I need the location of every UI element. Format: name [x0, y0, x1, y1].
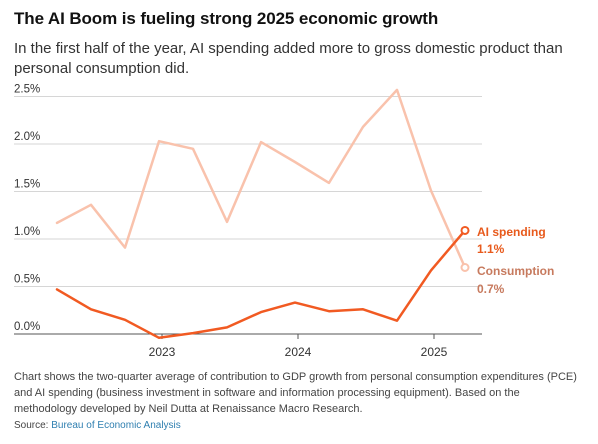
chart-subtitle: In the first half of the year, AI spendi…	[14, 40, 563, 77]
end-marker-ai-spending	[460, 225, 470, 235]
y-tick-label: 1.0%	[14, 226, 40, 238]
y-tick-label: 0.5%	[14, 274, 40, 286]
series-line-ai-spending	[55, 229, 467, 340]
x-tick-label: 2024	[285, 345, 312, 359]
x-tick-label: 2025	[421, 345, 448, 359]
series-end-labels: Consumption 0.7% AI spending 1.1%	[477, 225, 554, 296]
series-line-consumption	[55, 88, 467, 269]
y-tick-label: 0.0%	[14, 321, 40, 333]
gridlines	[14, 96, 482, 335]
source-line: Source: Bureau of Economic Analysis	[14, 420, 181, 431]
y-axis: 0.0% 0.5% 1.0% 1.5% 2.0% 2.5%	[14, 84, 40, 334]
series-name-label: Consumption	[477, 264, 554, 278]
series-lines	[55, 88, 470, 340]
source-link[interactable]: Bureau of Economic Analysis	[51, 420, 181, 431]
x-tick-label: 2023	[149, 345, 176, 359]
series-name-label: AI spending	[477, 225, 546, 239]
x-axis: 2023 2024 2025	[149, 334, 448, 359]
y-tick-label: 2.5%	[14, 84, 40, 96]
end-marker-consumption	[460, 263, 470, 272]
y-tick-label: 1.5%	[14, 179, 40, 191]
chart-note: Chart shows the two-quarter average of c…	[14, 371, 577, 415]
source-label: Source:	[14, 420, 49, 431]
series-value-label: 0.7%	[477, 282, 505, 296]
y-tick-label: 2.0%	[14, 131, 40, 143]
chart-title: The AI Boom is fueling strong 2025 econo…	[14, 9, 439, 28]
series-value-label: 1.1%	[477, 242, 505, 256]
